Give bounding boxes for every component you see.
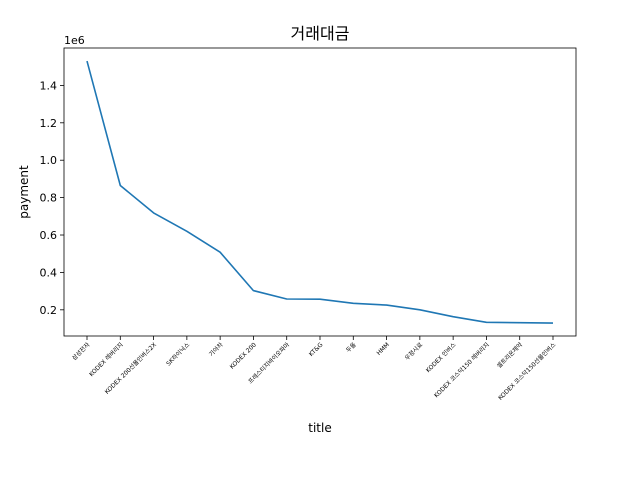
plot-area bbox=[63, 47, 577, 337]
y-tick-label: 0.4 bbox=[40, 266, 58, 279]
x-tick-label: KODEX 코스닥150선물인버스 bbox=[496, 340, 557, 401]
x-tick-label: KODEX 인버스 bbox=[424, 340, 458, 374]
x-tick-label: KT&G bbox=[308, 341, 325, 358]
x-tick-label: 두올 bbox=[345, 341, 358, 354]
x-tick-label: KODEX 200 bbox=[229, 341, 258, 370]
x-tick-label: 우정시료 bbox=[404, 341, 425, 362]
y-tick-label: 1.0 bbox=[40, 154, 58, 167]
chart-title: 거래대금 bbox=[291, 24, 350, 43]
y-tick-label: 1.2 bbox=[40, 117, 58, 130]
x-tick-label: 삼성전자 bbox=[70, 340, 92, 362]
x-tick-label: KODEX 레버리지 bbox=[87, 341, 124, 378]
x-axis-label: title bbox=[308, 421, 331, 435]
y-offset-label: 1e6 bbox=[64, 34, 85, 47]
y-tick-label: 0.6 bbox=[40, 229, 58, 242]
x-tick-label: SK하이닉스 bbox=[165, 340, 192, 367]
x-tick-label: HMM bbox=[376, 341, 391, 356]
y-axis: 0.2 0.4 0.6 0.8 1.0 1.2 1.4 bbox=[40, 79, 64, 317]
y-tick-label: 1.4 bbox=[40, 79, 58, 92]
y-axis-label: payment bbox=[17, 165, 31, 219]
series-line bbox=[86, 60, 554, 324]
y-tick-label: 0.2 bbox=[40, 304, 58, 317]
y-tick-label: 0.8 bbox=[40, 192, 58, 205]
series-group bbox=[86, 60, 554, 324]
x-tick-label: KODEX 코스닥150 레버리지 bbox=[432, 341, 491, 400]
x-tick-label: 셀트리온제약 bbox=[495, 340, 524, 369]
x-tick-label: 기아차 bbox=[207, 340, 225, 358]
